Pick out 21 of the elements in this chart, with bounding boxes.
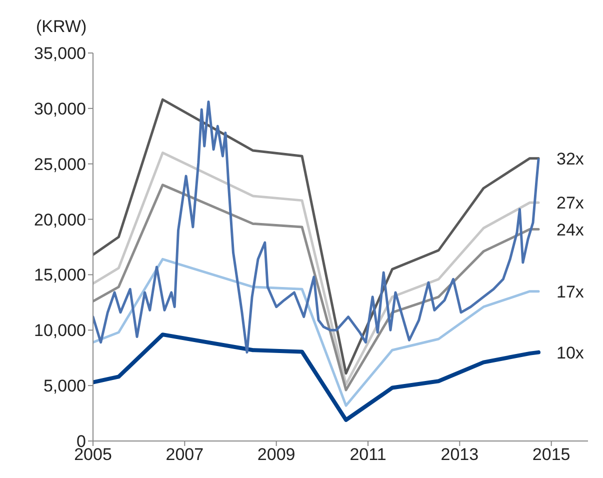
line-series bbox=[93, 258, 540, 407]
series-label: 24x bbox=[556, 220, 584, 240]
x-tick-label: 2009 bbox=[257, 445, 296, 464]
y-tick-label: 5,000 bbox=[43, 376, 86, 396]
y-tick-label: 25,000 bbox=[34, 154, 86, 174]
series-label: 32x bbox=[556, 149, 584, 168]
y-tick-label: 35,000 bbox=[34, 44, 86, 64]
series-label: 27x bbox=[556, 194, 584, 213]
series-label: 10x bbox=[556, 343, 584, 362]
series-label: 17x bbox=[556, 282, 584, 302]
line-series bbox=[93, 152, 540, 386]
x-tick-label: 2013 bbox=[440, 445, 479, 464]
line-series bbox=[93, 332, 540, 422]
x-tick-label: 2007 bbox=[166, 445, 204, 464]
y-axis-title: (KRW) bbox=[36, 17, 87, 36]
x-tick-label: 2015 bbox=[532, 445, 570, 464]
x-tick-label: 2011 bbox=[350, 445, 386, 464]
y-tick-label: 20,000 bbox=[34, 210, 86, 230]
y-tick-label: 30,000 bbox=[34, 99, 86, 118]
y-tick-label: 10,000 bbox=[34, 321, 86, 340]
y-tick-label: 15,000 bbox=[34, 266, 86, 285]
